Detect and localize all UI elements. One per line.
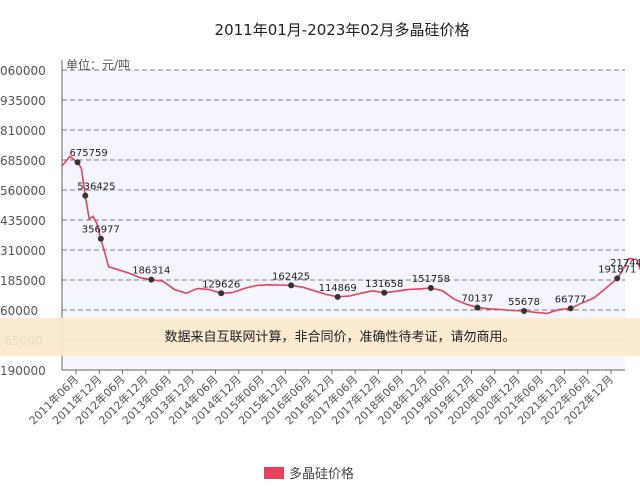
data-point	[148, 276, 155, 283]
y-tick-label: 685000	[0, 154, 46, 168]
disclaimer-band	[0, 318, 640, 356]
data-label: 66777	[555, 294, 587, 305]
x-axis: 2011年06月2011年12月2012年06月2012年12月2013年06月…	[26, 370, 616, 427]
data-label: 114869	[319, 283, 357, 294]
y-tick-label: 560000	[0, 184, 46, 198]
data-label: 191871	[598, 264, 636, 275]
data-points: 675759 536425 356977 186314 129626 162425 1148…	[70, 148, 640, 315]
data-label: 675759	[70, 148, 108, 159]
data-label: 186314	[132, 266, 170, 277]
legend-label: 多晶硅价格	[289, 466, 354, 482]
data-point	[474, 304, 481, 311]
data-label: 129626	[202, 279, 240, 290]
data-label: 55678	[508, 297, 540, 308]
y-tick-label: 810000	[0, 124, 46, 138]
data-point	[334, 293, 341, 300]
y-tick-label: 185000	[0, 274, 46, 288]
y-tick-label: 190000	[0, 364, 46, 378]
data-point	[288, 282, 295, 289]
legend[interactable]: 多晶硅价格	[264, 466, 354, 482]
y-tick-label: 60000	[0, 304, 38, 318]
y-tick-label: 310000	[0, 244, 46, 258]
y-tick-label: 435000	[0, 214, 46, 228]
legend-swatch	[264, 467, 284, 479]
data-point	[97, 235, 104, 242]
data-point	[567, 305, 574, 312]
series-line-polysilicon	[61, 155, 640, 315]
data-label: 217447	[610, 258, 640, 269]
data-point	[521, 308, 528, 315]
unit-label: 单位：元/吨	[66, 57, 130, 72]
data-point	[218, 290, 225, 297]
data-point	[427, 284, 434, 291]
data-label: 131658	[365, 279, 403, 290]
data-label: 151758	[412, 274, 450, 285]
data-point	[74, 159, 81, 166]
data-label: 536425	[77, 182, 115, 193]
series-layer	[61, 155, 640, 315]
data-label: 356977	[82, 225, 120, 236]
data-label: 70137	[462, 294, 494, 305]
y-tick-label: 935000	[0, 94, 46, 108]
data-point	[82, 192, 89, 199]
disclaimer-text: 数据来自互联网计算，非合同价，准确性待考证，请勿商用。	[164, 330, 515, 345]
data-point	[614, 275, 621, 282]
chart-title: 2011年01月-2023年02月多晶硅价格	[215, 21, 470, 39]
data-label: 162425	[272, 271, 310, 282]
y-tick-label: 060000	[0, 64, 46, 78]
data-point	[381, 289, 388, 296]
